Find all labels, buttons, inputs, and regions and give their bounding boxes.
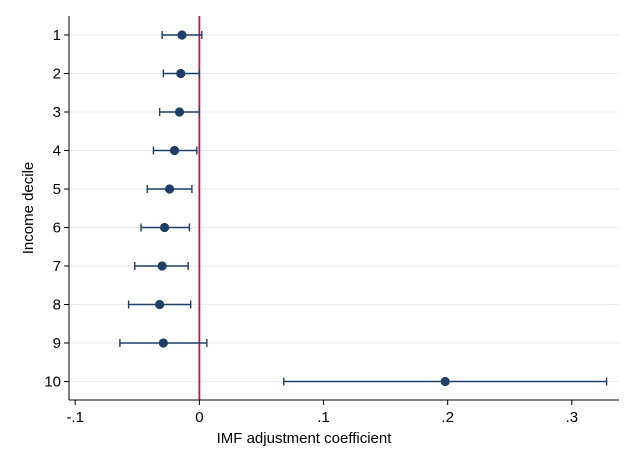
point-estimate-decile-8: [155, 299, 165, 310]
x-tick-label-0: -.1: [66, 409, 84, 426]
point-estimate-decile-1: [177, 30, 187, 40]
y-tick-label-5: 5: [53, 181, 61, 198]
data-layer: [119, 30, 608, 387]
y-tick-label-8: 8: [53, 297, 61, 314]
point-estimate-decile-5: [164, 184, 175, 194]
point-estimate-decile-3: [174, 107, 185, 117]
x-tick-label-2: .1: [317, 409, 330, 426]
x-tick-label-4: .3: [566, 409, 579, 426]
label-layer: IMF adjustment coefficient Income decile: [20, 162, 392, 447]
point-estimate-decile-4: [169, 145, 180, 156]
point-estimate-decile-6: [159, 222, 170, 233]
x-tick-label-1: 0: [195, 409, 203, 426]
point-estimate-decile-9: [158, 338, 168, 348]
point-estimate-decile-10: [440, 376, 450, 387]
y-tick-label-10: 10: [44, 374, 61, 391]
y-axis-title: Income decile: [20, 162, 37, 255]
y-tick-label-1: 1: [53, 27, 61, 44]
x-axis-title: IMF adjustment coefficient: [217, 430, 393, 447]
y-tick-label-9: 9: [53, 335, 61, 352]
axis-layer: 1 2 3 4 5 6 7 8 9 10 -.1 0 .1 .2 .3: [44, 16, 619, 426]
y-tick-label-3: 3: [53, 104, 61, 121]
y-tick-label-7: 7: [53, 258, 61, 275]
point-estimate-decile-7: [157, 261, 167, 271]
y-tick-label-4: 4: [53, 143, 61, 160]
x-tick-label-3: .2: [441, 409, 454, 426]
grid-layer: [69, 34, 619, 382]
y-tick-label-2: 2: [53, 66, 61, 83]
y-tick-label-6: 6: [53, 220, 61, 237]
point-estimate-decile-2: [176, 68, 186, 79]
